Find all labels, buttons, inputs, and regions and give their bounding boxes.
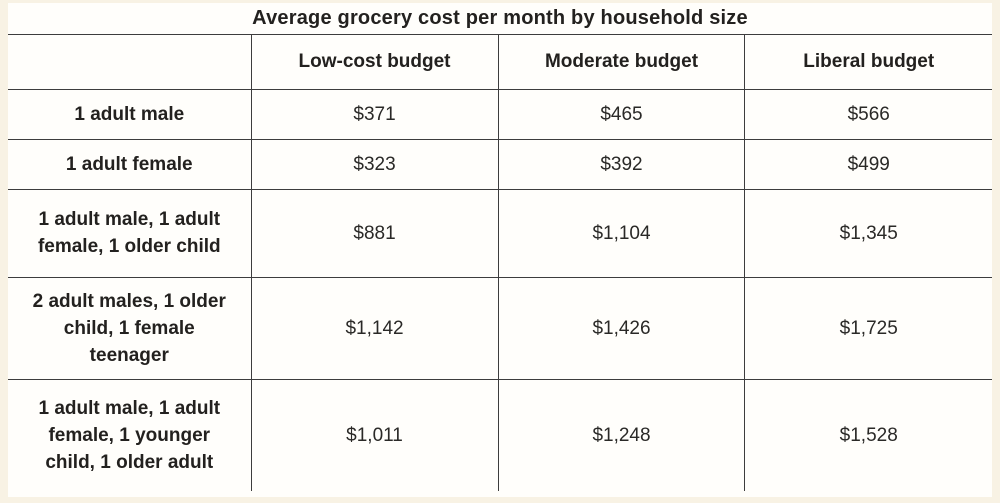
value-cell: $499 (744, 139, 992, 189)
table-row: 1 adult male, 1 adult female, 1 older ch… (8, 189, 992, 277)
column-header-low-cost: Low-cost budget (250, 35, 499, 90)
value-cell: $1,345 (744, 189, 992, 277)
column-header-moderate: Moderate budget (497, 35, 745, 90)
row-label: 1 adult female (8, 139, 252, 189)
value-cell: $1,011 (250, 379, 499, 491)
value-cell: $1,528 (744, 379, 992, 491)
value-cell: $1,248 (497, 379, 745, 491)
header-row: Low-cost budget Moderate budget Liberal … (8, 35, 992, 90)
value-cell: $1,725 (744, 277, 992, 379)
table-row: 1 adult female $323 $392 $499 (8, 139, 992, 189)
value-cell: $371 (250, 89, 499, 139)
corner-cell (8, 35, 252, 90)
value-cell: $881 (250, 189, 499, 277)
table-card: Average grocery cost per month by househ… (8, 3, 992, 497)
value-cell: $1,426 (497, 277, 745, 379)
table-row: 1 adult male, 1 adult female, 1 younger … (8, 379, 992, 491)
row-label: 1 adult male, 1 adult female, 1 older ch… (8, 189, 252, 277)
value-cell: $323 (250, 139, 499, 189)
value-cell: $392 (497, 139, 745, 189)
grocery-cost-table: Low-cost budget Moderate budget Liberal … (8, 35, 992, 491)
row-label: 2 adult males, 1 older child, 1 female t… (8, 277, 252, 379)
value-cell: $566 (744, 89, 992, 139)
table-row: 1 adult male $371 $465 $566 (8, 89, 992, 139)
column-header-liberal: Liberal budget (744, 35, 992, 90)
value-cell: $465 (497, 89, 745, 139)
table-title: Average grocery cost per month by househ… (8, 3, 992, 35)
table-row: 2 adult males, 1 older child, 1 female t… (8, 277, 992, 379)
row-label: 1 adult male, 1 adult female, 1 younger … (8, 379, 252, 491)
value-cell: $1,104 (497, 189, 745, 277)
row-label: 1 adult male (8, 89, 252, 139)
value-cell: $1,142 (250, 277, 499, 379)
